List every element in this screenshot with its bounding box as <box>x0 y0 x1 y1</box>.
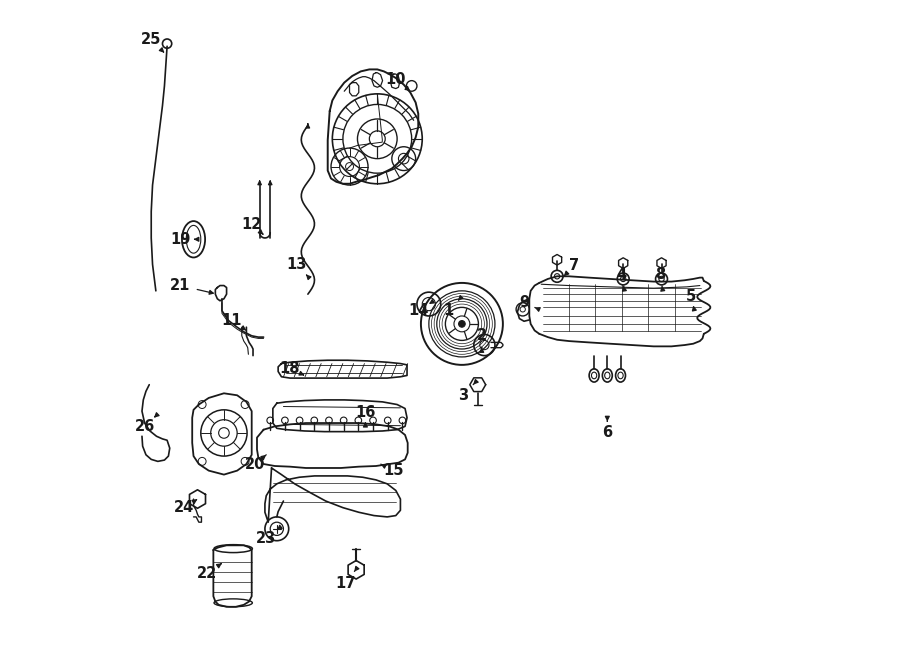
Text: 21: 21 <box>170 278 191 293</box>
Text: 12: 12 <box>241 217 262 232</box>
Text: 24: 24 <box>175 500 194 515</box>
Text: 11: 11 <box>221 313 242 328</box>
Text: 2: 2 <box>477 329 487 343</box>
Text: 19: 19 <box>170 232 191 247</box>
Text: 13: 13 <box>286 257 307 272</box>
Text: 10: 10 <box>385 72 406 87</box>
Text: 22: 22 <box>196 566 217 581</box>
Text: 15: 15 <box>383 463 404 478</box>
Text: 18: 18 <box>280 362 301 376</box>
Text: 1: 1 <box>444 303 454 318</box>
Text: 8: 8 <box>655 267 665 282</box>
Text: 6: 6 <box>602 426 612 440</box>
Text: 26: 26 <box>134 419 155 434</box>
Text: 16: 16 <box>356 405 375 420</box>
Text: 17: 17 <box>336 576 356 590</box>
Text: 9: 9 <box>519 295 529 310</box>
Text: 5: 5 <box>686 289 697 303</box>
Text: 23: 23 <box>256 531 276 546</box>
Text: 20: 20 <box>245 457 266 471</box>
Text: 25: 25 <box>141 32 161 47</box>
Text: 7: 7 <box>569 258 580 273</box>
Text: 4: 4 <box>616 267 627 282</box>
Circle shape <box>459 321 465 327</box>
Text: 14: 14 <box>408 303 428 318</box>
Text: 3: 3 <box>458 388 468 403</box>
